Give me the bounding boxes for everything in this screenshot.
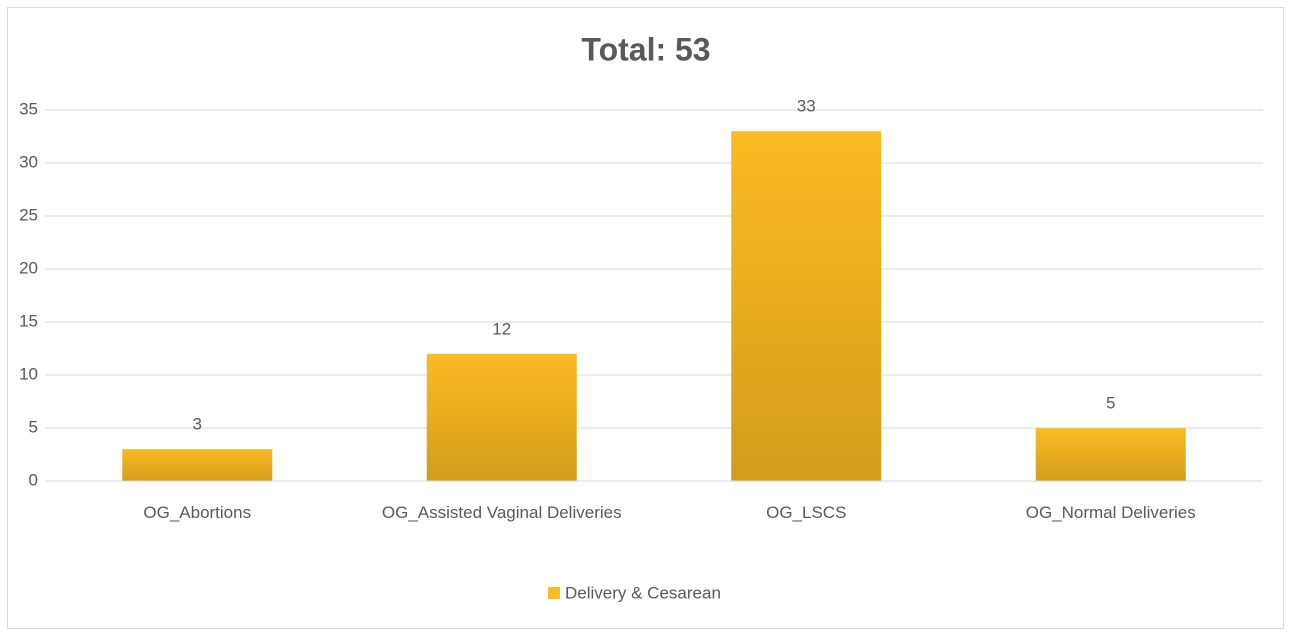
bar: [122, 449, 273, 481]
x-tick-label: OG_Normal Deliveries: [1025, 503, 1196, 522]
y-tick-label: 25: [19, 205, 38, 224]
legend-swatch: [548, 587, 560, 599]
y-tick-label: 0: [29, 470, 38, 489]
y-tick-label: 35: [19, 99, 38, 118]
data-label: 5: [1106, 393, 1115, 412]
x-tick-label: OG_LSCS: [766, 503, 847, 522]
bar-shade: [426, 353, 577, 481]
bar: [426, 353, 577, 481]
bar-shade: [1035, 428, 1186, 481]
bar: [1035, 428, 1186, 481]
legend: Delivery & Cesarean: [548, 583, 721, 602]
chart-title: Total: 53: [581, 31, 710, 67]
bar-shade: [122, 449, 273, 481]
x-tick-label: OG_Assisted Vaginal Deliveries: [381, 503, 622, 522]
data-label: 3: [193, 415, 202, 434]
chart-frame: [7, 7, 1284, 629]
y-tick-label: 15: [19, 311, 38, 330]
y-tick-label: 20: [19, 258, 38, 277]
legend-label: Delivery & Cesarean: [565, 583, 721, 602]
data-label: 33: [797, 97, 816, 116]
y-tick-label: 30: [19, 152, 38, 171]
y-tick-label: 5: [29, 417, 38, 436]
bar: [731, 131, 882, 481]
data-label: 12: [492, 319, 511, 338]
x-tick-label: OG_Abortions: [143, 503, 252, 522]
y-tick-label: 10: [19, 364, 38, 383]
bar-shade: [731, 131, 882, 481]
